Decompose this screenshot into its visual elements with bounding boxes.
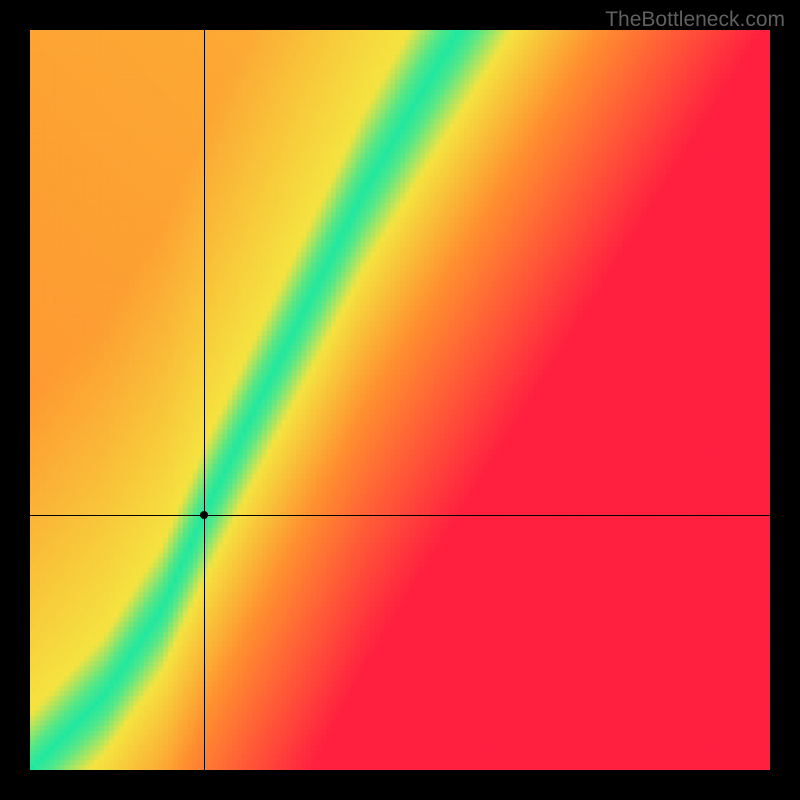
border-bottom xyxy=(0,770,800,800)
bottleneck-heatmap xyxy=(0,0,800,800)
selection-point xyxy=(200,511,208,519)
chart-container: TheBottleneck.com xyxy=(0,0,800,800)
border-right xyxy=(770,0,800,800)
border-left xyxy=(0,0,30,800)
crosshair-horizontal xyxy=(30,515,770,516)
watermark-text: TheBottleneck.com xyxy=(605,8,785,32)
crosshair-vertical xyxy=(204,30,205,770)
